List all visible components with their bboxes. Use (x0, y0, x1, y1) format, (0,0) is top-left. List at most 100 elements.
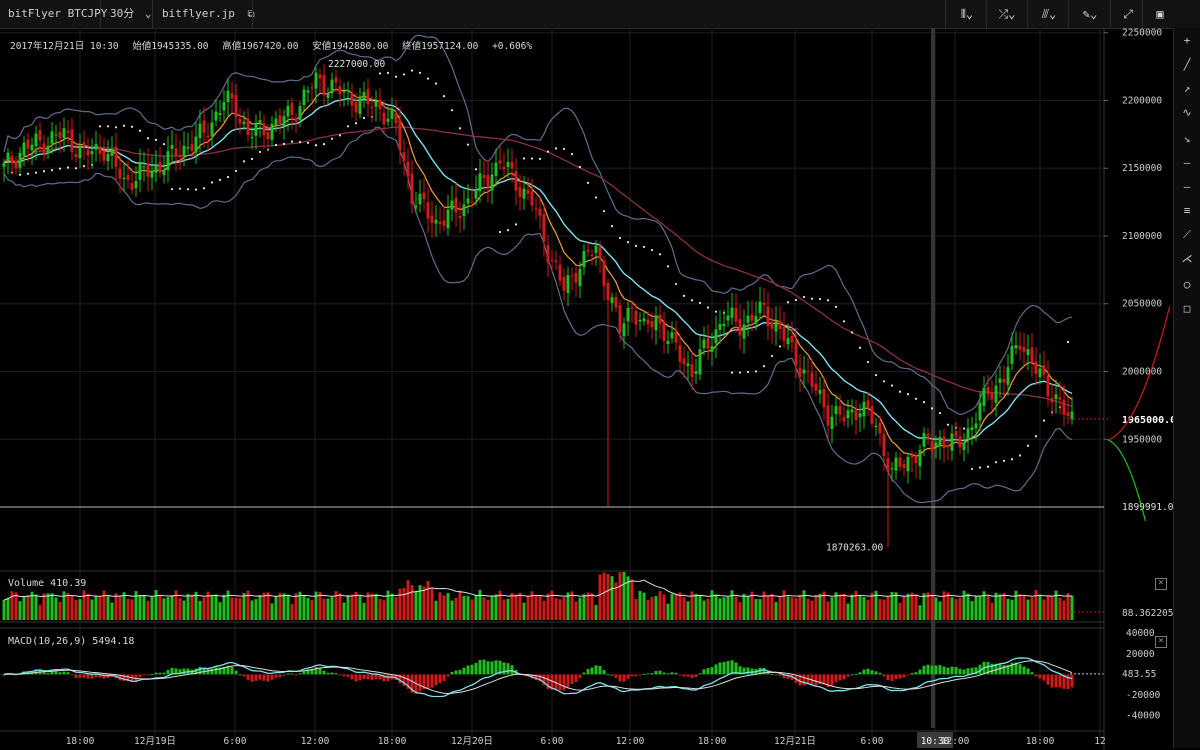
macd-histogram-bar (654, 671, 658, 675)
site-link[interactable]: bitflyer.jp ⧉ (162, 0, 255, 28)
volume-bar (418, 585, 422, 620)
macd-histogram-bar (66, 672, 70, 675)
macd-histogram-bar (86, 674, 90, 679)
macd-tick-label: -40000 (1126, 711, 1161, 722)
sar-dot (554, 147, 558, 150)
interval-select[interactable]: 30分 ⌄ (110, 0, 152, 28)
candle-body (930, 441, 934, 451)
time-tick-label: 12:00 (941, 736, 970, 747)
macd-close-icon[interactable]: × (1155, 636, 1167, 648)
horizontal-line-icon[interactable]: — (1183, 156, 1191, 169)
volume-bar (606, 573, 610, 620)
macd-histogram-bar (678, 674, 682, 676)
macd-histogram-bar (1070, 674, 1074, 688)
sar-dot (58, 167, 62, 170)
candle-body (690, 364, 694, 377)
trend-line-icon[interactable]: ╱ (1183, 58, 1191, 71)
crosshair-icon[interactable]: + (1183, 34, 1191, 47)
volume-bar (942, 591, 946, 620)
candle-body (542, 214, 546, 242)
fullscreen-button[interactable]: ⤢ (1116, 0, 1140, 28)
high-price-label: 2227000.00 (328, 59, 385, 70)
volume-bar (530, 591, 534, 620)
macd-histogram-bar (334, 673, 338, 675)
arrow-icon[interactable]: ↘ (1183, 132, 1191, 145)
macd-histogram-bar (838, 674, 842, 681)
macd-histogram-bar (498, 660, 502, 675)
candle-body (446, 209, 450, 229)
candle-body (950, 433, 954, 451)
candle-body (394, 112, 398, 124)
candle-body (694, 371, 698, 374)
macd-histogram-bar (274, 674, 278, 678)
volume-close-icon[interactable]: × (1155, 578, 1167, 590)
price-tick-label: 2200000 (1122, 95, 1162, 106)
macd-histogram-bar (170, 667, 174, 675)
volume-bar (114, 593, 118, 620)
volume-bar (1002, 593, 1006, 620)
horizontal-ray-icon[interactable]: – (1183, 180, 1191, 193)
volume-bar (1034, 590, 1038, 620)
macd-histogram-bar (422, 674, 426, 690)
parallel-lines-icon[interactable]: ≡ (1183, 204, 1191, 217)
volume-bar (722, 597, 726, 620)
volume-bar (630, 579, 634, 620)
fan-icon[interactable]: ⟋ (1183, 228, 1191, 241)
candle-body (1030, 347, 1034, 363)
macd-histogram-bar (466, 665, 470, 675)
candle-body (638, 319, 642, 322)
sar-dot (634, 244, 638, 248)
sar-dot (274, 143, 278, 147)
candle-body (750, 314, 754, 321)
volume-bar (1070, 595, 1074, 620)
rectangle-icon[interactable]: □ (1183, 302, 1191, 315)
ray-icon[interactable]: ↗ (1183, 82, 1191, 95)
sar-dot (770, 354, 774, 358)
volume-bar (302, 595, 306, 620)
macd-histogram-bar (962, 669, 966, 675)
volume-bar (90, 599, 94, 620)
volume-bar (186, 593, 190, 620)
candle-body (458, 216, 462, 219)
macd-histogram-bar (702, 669, 706, 675)
macd-histogram-bar (1066, 674, 1070, 689)
sar-dot (226, 175, 230, 179)
candle-body (162, 170, 166, 176)
indicator-button[interactable]: ⫻⌄ (1032, 0, 1066, 28)
candle-body (322, 74, 326, 96)
volume-bar (690, 591, 694, 620)
macd-histogram-bar (646, 673, 650, 675)
volume-bar (370, 593, 374, 620)
volume-bar (886, 596, 890, 620)
candle-body (786, 338, 790, 345)
volume-bar (1018, 594, 1022, 620)
curve-icon[interactable]: ∿ (1182, 106, 1192, 119)
pencil-button[interactable]: ✎⌄ (1073, 0, 1107, 28)
bar-type-button[interactable]: ⫴⌄ (950, 0, 984, 28)
candle-body (342, 91, 346, 93)
candle-body (878, 422, 882, 434)
ellipse-icon[interactable]: ○ (1183, 278, 1191, 291)
fib-icon[interactable]: ⋌ (1181, 252, 1193, 265)
volume-bar (962, 590, 966, 620)
volume-bar (326, 598, 330, 620)
candle-body (122, 177, 126, 180)
sar-dot (906, 392, 910, 396)
symbol-label[interactable]: bitFlyer BTCJPY (8, 7, 108, 20)
candle-body (922, 432, 926, 447)
time-tick-label: 6:00 (224, 736, 247, 747)
volume-bar (62, 591, 66, 620)
sar-dot (50, 169, 54, 172)
external-link-icon: ⧉ (247, 9, 254, 20)
draw-line-button[interactable]: ⤮⌄ (990, 0, 1024, 28)
macd-histogram-bar (782, 674, 786, 679)
macd-histogram-bar (586, 669, 590, 675)
macd-histogram-bar (974, 667, 978, 675)
volume-bar (746, 595, 750, 620)
candle-body (302, 89, 306, 106)
candle-body (30, 144, 34, 151)
camera-button[interactable]: ▣ (1148, 0, 1172, 28)
price-chart[interactable]: 88.362205 40000 20000 -20000 -40000 483.55 2… (0, 28, 1174, 750)
candle-body (574, 272, 578, 283)
macd-pane-label: MACD(10,26,9) 5494.18 (8, 636, 135, 647)
